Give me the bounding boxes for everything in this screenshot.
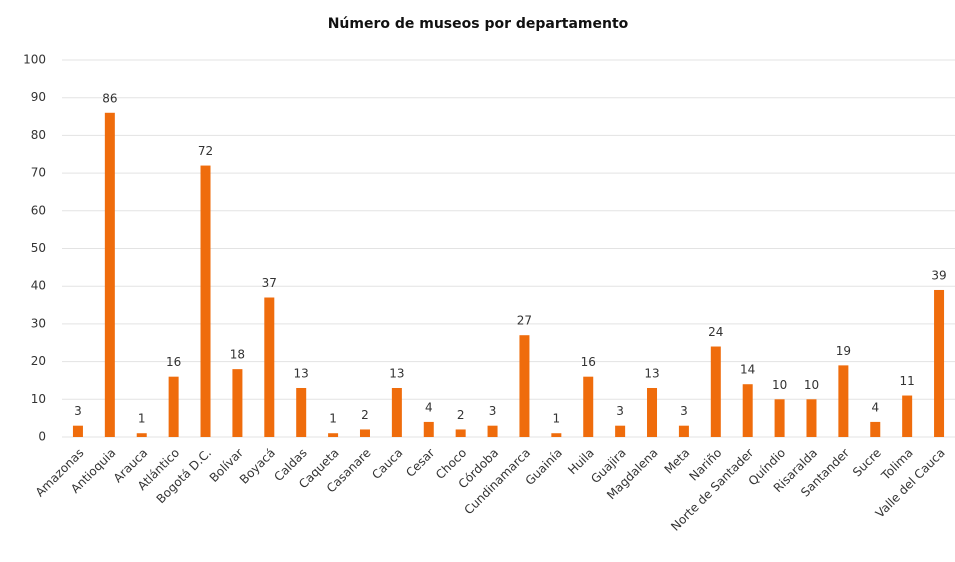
data-label: 3 [489,404,497,418]
data-label: 39 [931,268,946,282]
bar [742,384,753,437]
data-label: 4 [425,400,433,414]
data-label: 13 [294,366,309,380]
bar [487,425,498,437]
data-label: 2 [457,408,465,422]
y-tick-label: 20 [31,354,46,368]
data-label: 1 [138,412,146,426]
bar [806,399,817,437]
bar [72,425,83,437]
bar [296,387,307,437]
bar [391,387,402,437]
data-label: 3 [680,404,688,418]
bar [870,421,881,437]
bar [551,433,562,437]
y-tick-label: 10 [31,392,46,406]
bar [264,297,275,437]
data-label: 4 [871,400,879,414]
bar [774,399,785,437]
x-tick-label: Boyacá [237,446,278,487]
data-label: 13 [389,366,404,380]
data-label: 27 [517,314,532,328]
bar [104,112,115,437]
data-label: 24 [708,325,723,339]
bar [232,369,243,437]
x-tick-label: Cesar [403,446,437,480]
y-tick-label: 70 [31,166,46,180]
data-label: 19 [836,344,851,358]
bar [710,346,721,437]
data-label: 16 [581,355,596,369]
data-label: 86 [102,91,117,105]
bar [168,376,179,437]
y-tick-label: 90 [31,90,46,104]
bar [615,425,626,437]
data-label: 10 [772,378,787,392]
data-label: 3 [616,404,624,418]
bar [519,335,530,437]
bar [136,433,147,437]
bar [678,425,689,437]
bar [647,387,658,437]
bar [455,429,466,437]
y-tick-label: 40 [31,279,46,293]
bar [934,289,945,437]
data-label: 10 [804,378,819,392]
bar [359,429,370,437]
data-label: 3 [74,404,82,418]
y-tick-label: 80 [31,128,46,142]
bar [838,365,849,437]
data-label: 13 [644,366,659,380]
bar [423,421,434,437]
data-label: 37 [262,276,277,290]
bar [902,395,913,437]
data-label: 1 [329,412,337,426]
bar [583,376,594,437]
bar [328,433,339,437]
y-tick-label: 30 [31,316,46,330]
data-label: 1 [553,412,561,426]
x-tick-label: Sucre [850,446,884,480]
chart-title: Número de museos por departamento [328,16,629,32]
y-tick-label: 50 [31,241,46,255]
y-tick-label: 0 [38,430,46,444]
data-label: 18 [230,348,245,362]
bar [200,165,211,437]
data-label: 2 [361,408,369,422]
x-tick-label: Cauca [369,446,405,482]
data-label: 14 [740,363,755,377]
data-label: 11 [900,374,915,388]
data-label: 16 [166,355,181,369]
y-tick-label: 60 [31,203,46,217]
data-label: 72 [198,144,213,158]
y-tick-label: 100 [23,53,46,67]
